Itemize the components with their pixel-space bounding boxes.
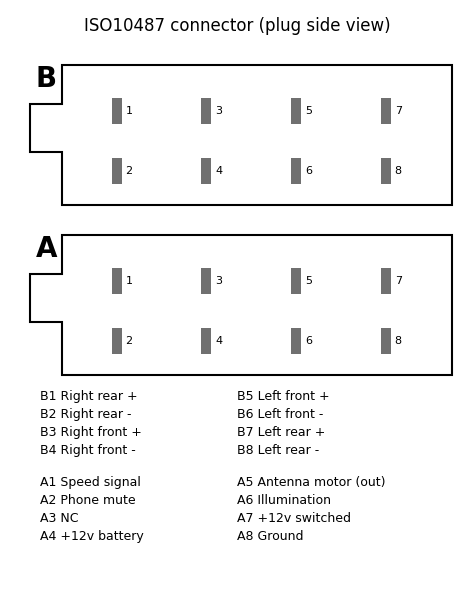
Bar (111, 158, 122, 184)
Bar (111, 268, 122, 294)
Bar (291, 328, 301, 354)
Text: 6: 6 (305, 166, 312, 176)
Text: B4 Right front -: B4 Right front - (40, 444, 136, 457)
Text: A4 +12v battery: A4 +12v battery (40, 530, 144, 543)
Text: B3 Right front +: B3 Right front + (40, 426, 142, 439)
Text: 3: 3 (215, 106, 222, 116)
Bar (381, 98, 391, 124)
Text: 7: 7 (395, 106, 402, 116)
Text: 4: 4 (215, 166, 222, 176)
Text: 8: 8 (395, 336, 402, 346)
Text: A8 Ground: A8 Ground (237, 530, 303, 543)
Bar (381, 268, 391, 294)
Text: B1 Right rear +: B1 Right rear + (40, 390, 137, 403)
Text: 5: 5 (305, 276, 312, 286)
Text: 5: 5 (305, 106, 312, 116)
Text: 2: 2 (126, 166, 133, 176)
Text: 1: 1 (126, 106, 133, 116)
Text: A5 Antenna motor (out): A5 Antenna motor (out) (237, 476, 385, 489)
Text: B2 Right rear -: B2 Right rear - (40, 408, 131, 421)
Text: 6: 6 (305, 336, 312, 346)
Polygon shape (30, 65, 452, 205)
Text: B5 Left front +: B5 Left front + (237, 390, 329, 403)
Text: A1 Speed signal: A1 Speed signal (40, 476, 141, 489)
Text: 8: 8 (395, 166, 402, 176)
Text: B7 Left rear +: B7 Left rear + (237, 426, 325, 439)
Text: 7: 7 (395, 276, 402, 286)
Text: 2: 2 (126, 336, 133, 346)
Text: 4: 4 (215, 336, 222, 346)
Text: A2 Phone mute: A2 Phone mute (40, 494, 136, 507)
Bar (381, 328, 391, 354)
Text: 3: 3 (215, 276, 222, 286)
Text: 1: 1 (126, 276, 133, 286)
Bar (201, 98, 211, 124)
Bar (201, 268, 211, 294)
Bar (111, 328, 122, 354)
Bar (291, 268, 301, 294)
Bar (201, 328, 211, 354)
Bar (291, 158, 301, 184)
Bar (201, 158, 211, 184)
Text: A3 NC: A3 NC (40, 512, 79, 525)
Text: B: B (36, 65, 57, 93)
Text: A6 Illumination: A6 Illumination (237, 494, 331, 507)
Polygon shape (30, 235, 452, 375)
Text: ISO10487 connector (plug side view): ISO10487 connector (plug side view) (84, 17, 390, 35)
Bar (381, 158, 391, 184)
Text: B8 Left rear -: B8 Left rear - (237, 444, 319, 457)
Text: B6 Left front -: B6 Left front - (237, 408, 323, 421)
Text: A7 +12v switched: A7 +12v switched (237, 512, 351, 525)
Text: A: A (36, 235, 57, 263)
Bar (291, 98, 301, 124)
Bar (111, 98, 122, 124)
